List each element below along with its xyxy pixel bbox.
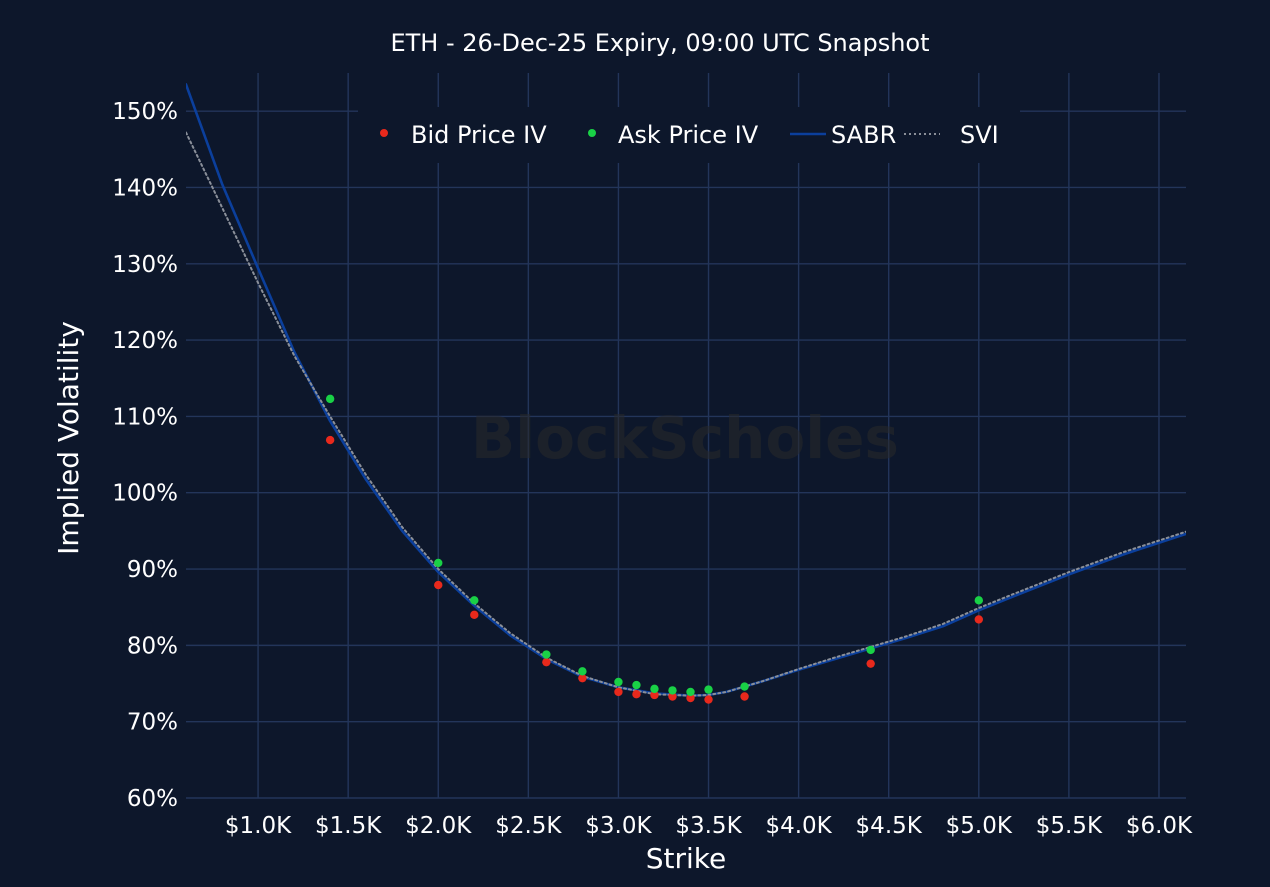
point-ask-price-iv — [542, 650, 551, 659]
x-axis-title: Strike — [646, 842, 727, 875]
point-bid-price-iv — [650, 690, 659, 700]
y-tick-label: 60% — [127, 786, 178, 812]
point-ask-price-iv — [668, 686, 677, 695]
x-tick-label: $2.0K — [405, 813, 472, 839]
legend-label-svi: SVI — [960, 121, 999, 149]
point-ask-price-iv — [686, 687, 695, 697]
x-tick-label: $3.0K — [585, 813, 652, 839]
x-tick-label: $5.0K — [946, 813, 1013, 839]
x-tick-label: $3.5K — [675, 813, 742, 839]
x-tick-label: $1.0K — [225, 813, 292, 839]
legend: Bid Price IV Ask Price IV SABR SVI — [358, 107, 1020, 163]
y-tick-label: 110% — [112, 404, 178, 430]
y-tick-label: 140% — [112, 175, 178, 201]
point-bid-price-iv — [325, 435, 335, 445]
y-tick-label: 90% — [127, 557, 178, 583]
point-ask-price-iv — [740, 682, 749, 691]
legend-label-bid-price-iv: Bid Price IV — [411, 121, 547, 149]
y-tick-label: 150% — [112, 99, 178, 125]
watermark: BlockScholes — [471, 404, 899, 472]
y-tick-label: 80% — [127, 633, 178, 659]
point-bid-price-iv — [704, 695, 713, 704]
point-bid-price-iv — [740, 692, 749, 701]
y-axis-title: Implied Volatility — [52, 321, 85, 555]
y-tick-label: 70% — [127, 710, 178, 736]
y-tick-label: 120% — [112, 328, 178, 354]
point-bid-price-iv — [434, 580, 443, 590]
y-tick-label: 130% — [112, 252, 178, 278]
chart-title: ETH - 26-Dec-25 Expiry, 09:00 UTC Snapsh… — [390, 29, 929, 57]
x-tick-label: $6.0K — [1126, 813, 1193, 839]
point-ask-price-iv — [614, 677, 623, 687]
legend-swatch-bid-price-iv — [380, 129, 388, 137]
legend-label-sabr: SABR — [831, 121, 896, 149]
grid-layer — [186, 73, 1186, 799]
point-ask-price-iv — [470, 596, 479, 605]
point-ask-price-iv — [974, 596, 983, 605]
tick-layer: $1.0K $1.5K $2.0K $2.5K $3.0K $3.5K $4.0K $4.5K… — [112, 99, 1193, 839]
point-ask-price-iv — [434, 558, 443, 568]
series-layer — [186, 83, 1186, 704]
point-bid-price-iv — [542, 657, 551, 667]
point-ask-price-iv — [704, 685, 713, 694]
x-tick-label: $2.5K — [495, 813, 562, 839]
point-ask-price-iv — [632, 680, 641, 690]
point-ask-price-iv — [650, 684, 659, 694]
point-bid-price-iv — [866, 659, 875, 668]
y-tick-label: 100% — [112, 481, 178, 507]
point-bid-price-iv — [470, 610, 479, 620]
point-bid-price-iv — [668, 692, 677, 701]
legend-label-ask-price-iv: Ask Price IV — [618, 121, 759, 149]
point-bid-price-iv — [686, 693, 695, 703]
point-bid-price-iv — [614, 687, 623, 697]
point-bid-price-iv — [578, 673, 587, 683]
point-bid-price-iv — [974, 615, 983, 624]
point-bid-price-iv — [632, 690, 641, 699]
legend-swatch-ask-price-iv — [588, 129, 596, 137]
x-tick-label: $4.5K — [856, 813, 923, 839]
point-ask-price-iv — [578, 667, 587, 676]
point-ask-price-iv — [866, 645, 875, 655]
x-tick-label: $4.0K — [765, 813, 832, 839]
x-tick-label: $1.5K — [315, 813, 382, 839]
x-tick-label: $5.5K — [1036, 813, 1103, 839]
point-ask-price-iv — [325, 394, 335, 404]
